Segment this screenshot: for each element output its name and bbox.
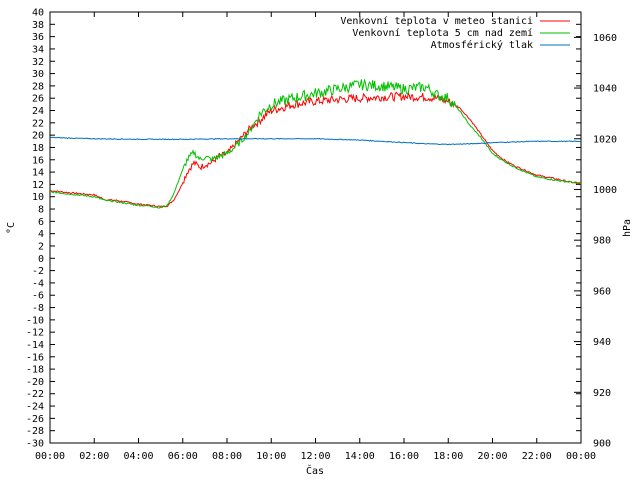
left-tick-label: -14 <box>26 340 44 351</box>
left-tick-label: -24 <box>26 402 44 413</box>
left-tick-label: 20 <box>32 131 44 142</box>
x-tick-label: 06:00 <box>168 451 198 462</box>
legend-label: Atmosférický tlak <box>431 39 533 51</box>
left-tick-label: 0 <box>38 254 44 265</box>
left-tick-label: 12 <box>32 180 44 191</box>
left-axis-ticks: 4038363432302826242220181614121086420-2-… <box>26 8 581 450</box>
left-tick-label: 26 <box>32 94 44 105</box>
left-tick-label: -4 <box>32 278 44 289</box>
right-tick-label: 920 <box>593 388 611 399</box>
x-tick-label: 00:00 <box>35 451 65 462</box>
left-tick-label: 18 <box>32 143 44 154</box>
left-tick-label: -8 <box>32 303 44 314</box>
x-tick-label: 18:00 <box>433 451 463 462</box>
left-tick-label: 22 <box>32 118 44 129</box>
right-tick-label: 960 <box>593 286 611 297</box>
left-tick-label: 38 <box>32 20 44 31</box>
right-tick-label: 1020 <box>593 134 617 145</box>
left-tick-label: -12 <box>26 328 44 339</box>
right-tick-label: 1000 <box>593 185 617 196</box>
x-tick-label: 10:00 <box>256 451 286 462</box>
x-tick-label: 08:00 <box>212 451 242 462</box>
left-tick-label: -18 <box>26 365 44 376</box>
left-tick-label: 4 <box>38 229 44 240</box>
left-tick-label: 34 <box>32 44 44 55</box>
series-line-3 <box>49 136 582 146</box>
x-tick-label: 02:00 <box>79 451 109 462</box>
x-tick-label: 12:00 <box>300 451 330 462</box>
series-line-2 <box>49 78 582 209</box>
right-axis-ticks: 1060 1040 1020 1000 980 960 940 920 900 <box>574 33 617 450</box>
left-tick-label: -22 <box>26 389 44 400</box>
left-tick-label: -16 <box>26 352 44 363</box>
right-tick-label: 940 <box>593 337 611 348</box>
right-tick-label: 1040 <box>593 84 617 95</box>
left-tick-label: 40 <box>32 8 44 19</box>
legend: Venkovní teplota v meteo staniciVenkovní… <box>340 15 570 51</box>
x-tick-label: 20:00 <box>477 451 507 462</box>
x-axis-label: Čas <box>306 464 324 477</box>
left-tick-label: 8 <box>38 205 44 216</box>
series-layer <box>49 78 582 209</box>
right-tick-label: 900 <box>593 439 611 450</box>
x-tick-label: 22:00 <box>522 451 552 462</box>
left-tick-label: -20 <box>26 377 44 388</box>
left-tick-label: -2 <box>32 266 44 277</box>
left-tick-label: 24 <box>32 106 44 117</box>
left-tick-label: -30 <box>26 439 44 450</box>
left-tick-label: 30 <box>32 69 44 80</box>
series-line-1 <box>50 91 582 208</box>
left-tick-label: 16 <box>32 155 44 166</box>
left-tick-label: 36 <box>32 32 44 43</box>
left-tick-label: 14 <box>32 168 44 179</box>
left-tick-label: 6 <box>38 217 44 228</box>
x-tick-label: 16:00 <box>389 451 419 462</box>
x-tick-label: 04:00 <box>123 451 153 462</box>
plot-frame <box>49 11 582 444</box>
x-tick-label: 14:00 <box>345 451 375 462</box>
right-axis-label: hPa <box>622 219 633 237</box>
left-tick-label: 32 <box>32 57 44 68</box>
legend-label: Venkovní teplota 5 cm nad zemí <box>352 27 533 39</box>
left-tick-label: -6 <box>32 291 44 302</box>
x-tick-label: 00:00 <box>566 451 596 462</box>
x-axis-ticks: 00:00 02:00 04:00 06:00 08:00 10:00 12:00 14:00… <box>35 12 596 462</box>
legend-label: Venkovní teplota v meteo stanici <box>340 15 533 27</box>
left-tick-label: -28 <box>26 426 44 437</box>
right-tick-label: 980 <box>593 236 611 247</box>
left-tick-label: 2 <box>38 241 44 252</box>
left-tick-label: -26 <box>26 414 44 425</box>
left-tick-label: 10 <box>32 192 44 203</box>
right-tick-label: 1060 <box>593 33 617 44</box>
left-tick-label: 28 <box>32 81 44 92</box>
left-tick-label: -10 <box>26 315 44 326</box>
left-axis-label: °C <box>6 222 17 234</box>
